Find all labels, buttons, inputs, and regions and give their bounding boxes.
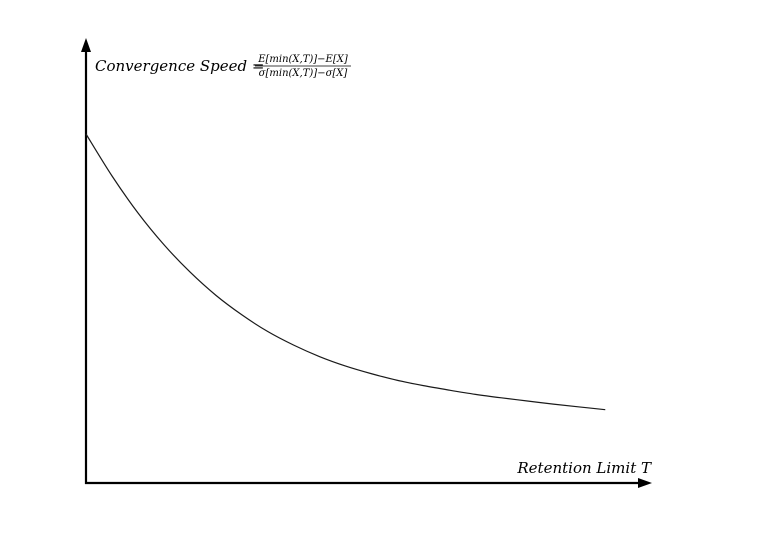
y-axis-label-denominator: σ[min(X,T)]−σ[X] [259,68,348,79]
series-layer [85,133,606,411]
y-axis-label-prefix: Convergence Speed = [95,57,264,75]
series-line-0 [85,133,606,411]
y-axis-arrowhead [81,38,91,52]
x-axis-arrowhead [638,478,652,488]
y-axis-label-numerator: E[min(X,T)]−E[X] [257,54,348,65]
x-axis-label: Retention Limit T [516,459,652,477]
